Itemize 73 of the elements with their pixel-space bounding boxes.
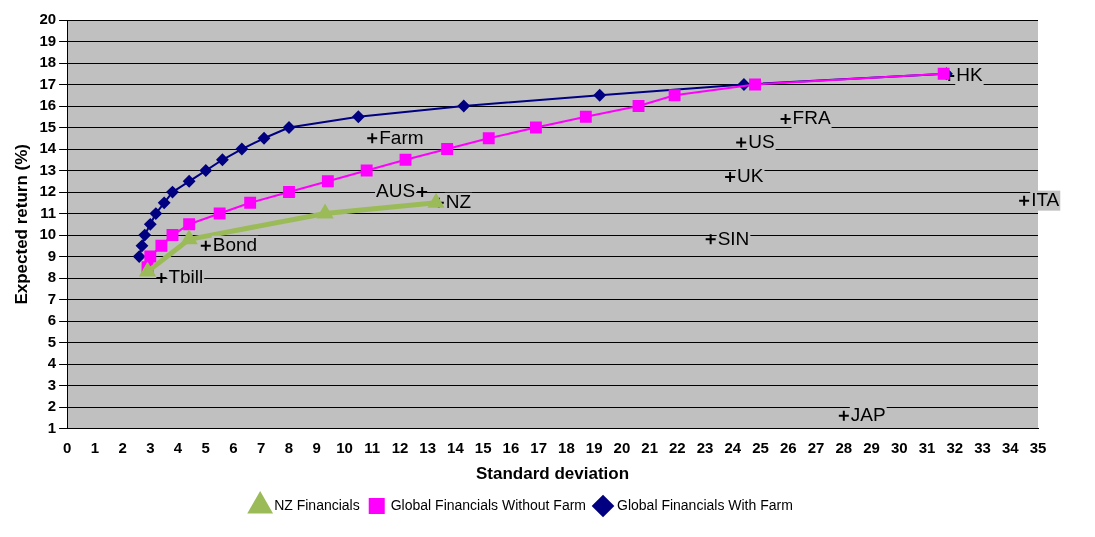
x-tick-label: 29	[863, 438, 880, 456]
y-tick-label: 5	[47, 332, 57, 350]
x-tick-label: 28	[835, 438, 853, 456]
x-tick-label: 18	[558, 438, 575, 456]
x-tick-label: 8	[284, 438, 294, 456]
x-tick-label: 17	[530, 438, 548, 456]
x-tick-label: 34	[1001, 438, 1020, 456]
data-label: US	[748, 130, 775, 152]
data-label: Tbill	[168, 266, 204, 288]
data-label: Bond	[212, 234, 258, 256]
x-tick-label: 26	[779, 438, 797, 456]
x-tick-label: 33	[974, 438, 991, 456]
x-tick-label: 9	[312, 438, 321, 456]
y-tick-label: 18	[39, 53, 57, 71]
legend-label: Global Financials Without Farm	[390, 496, 587, 513]
data-label: UK	[737, 165, 764, 187]
y-tick-label: 6	[47, 311, 57, 329]
x-tick-label: 3	[146, 438, 155, 456]
x-tick-label: 16	[502, 438, 520, 456]
x-tick-label: 22	[669, 438, 686, 456]
x-tick-label: 32	[946, 438, 964, 456]
x-tick-label: 11	[364, 438, 381, 456]
x-tick-label: 1	[90, 438, 99, 456]
x-tick-label: 21	[641, 438, 658, 456]
x-tick-label: 25	[752, 438, 769, 456]
x-tick-label: 10	[336, 438, 353, 456]
data-label: SIN	[717, 227, 750, 249]
x-tick-label: 35	[1029, 438, 1047, 456]
data-label: NZ	[445, 191, 472, 213]
y-tick-label: 9	[47, 246, 57, 264]
x-tick-label: 31	[918, 438, 936, 456]
x-tick-label: 2	[118, 438, 127, 456]
data-label: AUS	[376, 180, 416, 202]
y-tick-label: 15	[39, 117, 57, 135]
y-tick-label: 20	[39, 10, 57, 28]
x-tick-label: 5	[201, 438, 210, 456]
data-label: JAP	[850, 403, 886, 425]
x-tick-label: 24	[724, 438, 742, 456]
y-tick-label: 2	[47, 397, 57, 415]
y-tick-label: 12	[39, 182, 57, 200]
x-tick-label: 20	[613, 438, 631, 456]
x-tick-label: 19	[585, 438, 603, 456]
y-tick-label: 14	[39, 139, 57, 157]
x-tick-label: 15	[474, 438, 492, 456]
legend-label: NZ Financials	[274, 496, 360, 513]
x-tick-label: 23	[696, 438, 714, 456]
x-tick-label: 30	[890, 438, 908, 456]
y-tick-label: 8	[47, 268, 57, 286]
data-label: Farm	[379, 126, 424, 148]
x-tick-label: 0	[62, 438, 72, 456]
y-tick-label: 4	[47, 354, 57, 372]
x-tick-label: 27	[807, 438, 825, 456]
legend-label: Global Financials With Farm	[617, 496, 793, 513]
x-tick-label: 14	[447, 438, 465, 456]
y-tick-label: 17	[39, 74, 57, 92]
y-tick-label: 10	[39, 225, 57, 243]
x-tick-label: 12	[391, 438, 409, 456]
data-label: ITA	[1031, 188, 1060, 210]
y-axis-title: Expected return (%)	[11, 144, 31, 305]
x-axis-title: Standard deviation	[476, 464, 630, 484]
x-tick-label: 7	[257, 438, 266, 456]
data-label: HK	[956, 64, 983, 86]
y-tick-label: 13	[39, 160, 57, 178]
y-tick-label: 7	[47, 289, 57, 307]
y-tick-label: 16	[39, 96, 57, 114]
y-tick-label: 1	[47, 418, 57, 436]
data-label: FRA	[792, 107, 831, 129]
y-tick-label: 19	[39, 31, 57, 49]
y-tick-label: 3	[47, 375, 57, 393]
y-tick-label: 11	[40, 203, 57, 221]
x-tick-label: 13	[419, 438, 437, 456]
x-tick-label: 4	[173, 438, 183, 456]
x-tick-label: 6	[229, 438, 238, 456]
